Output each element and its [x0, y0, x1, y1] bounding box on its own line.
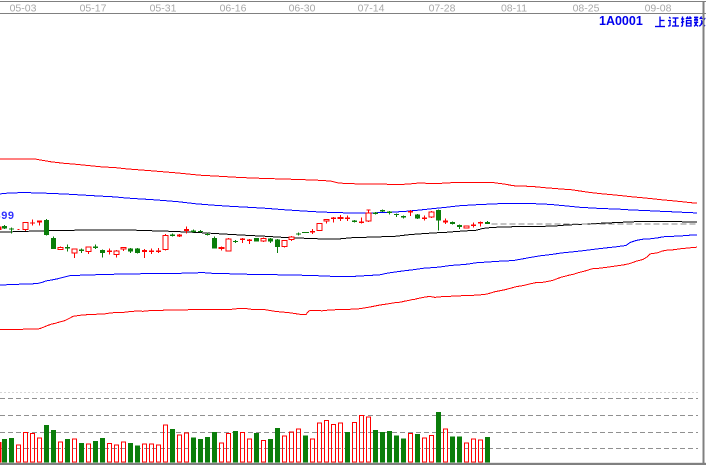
svg-text:06-16: 06-16: [220, 3, 247, 15]
svg-text:07-14: 07-14: [358, 3, 385, 15]
svg-text:09-08: 09-08: [645, 3, 672, 15]
svg-text:08-25: 08-25: [573, 3, 600, 15]
svg-text:399: 399: [0, 210, 15, 222]
svg-text:1A0001: 1A0001: [599, 14, 643, 28]
svg-text:06-30: 06-30: [289, 3, 316, 15]
svg-text:05-03: 05-03: [10, 3, 37, 15]
svg-text:07-28: 07-28: [429, 3, 456, 15]
svg-text:08-11: 08-11: [501, 3, 527, 15]
svg-text:05-31: 05-31: [150, 3, 177, 15]
svg-text:05-17: 05-17: [80, 3, 107, 15]
